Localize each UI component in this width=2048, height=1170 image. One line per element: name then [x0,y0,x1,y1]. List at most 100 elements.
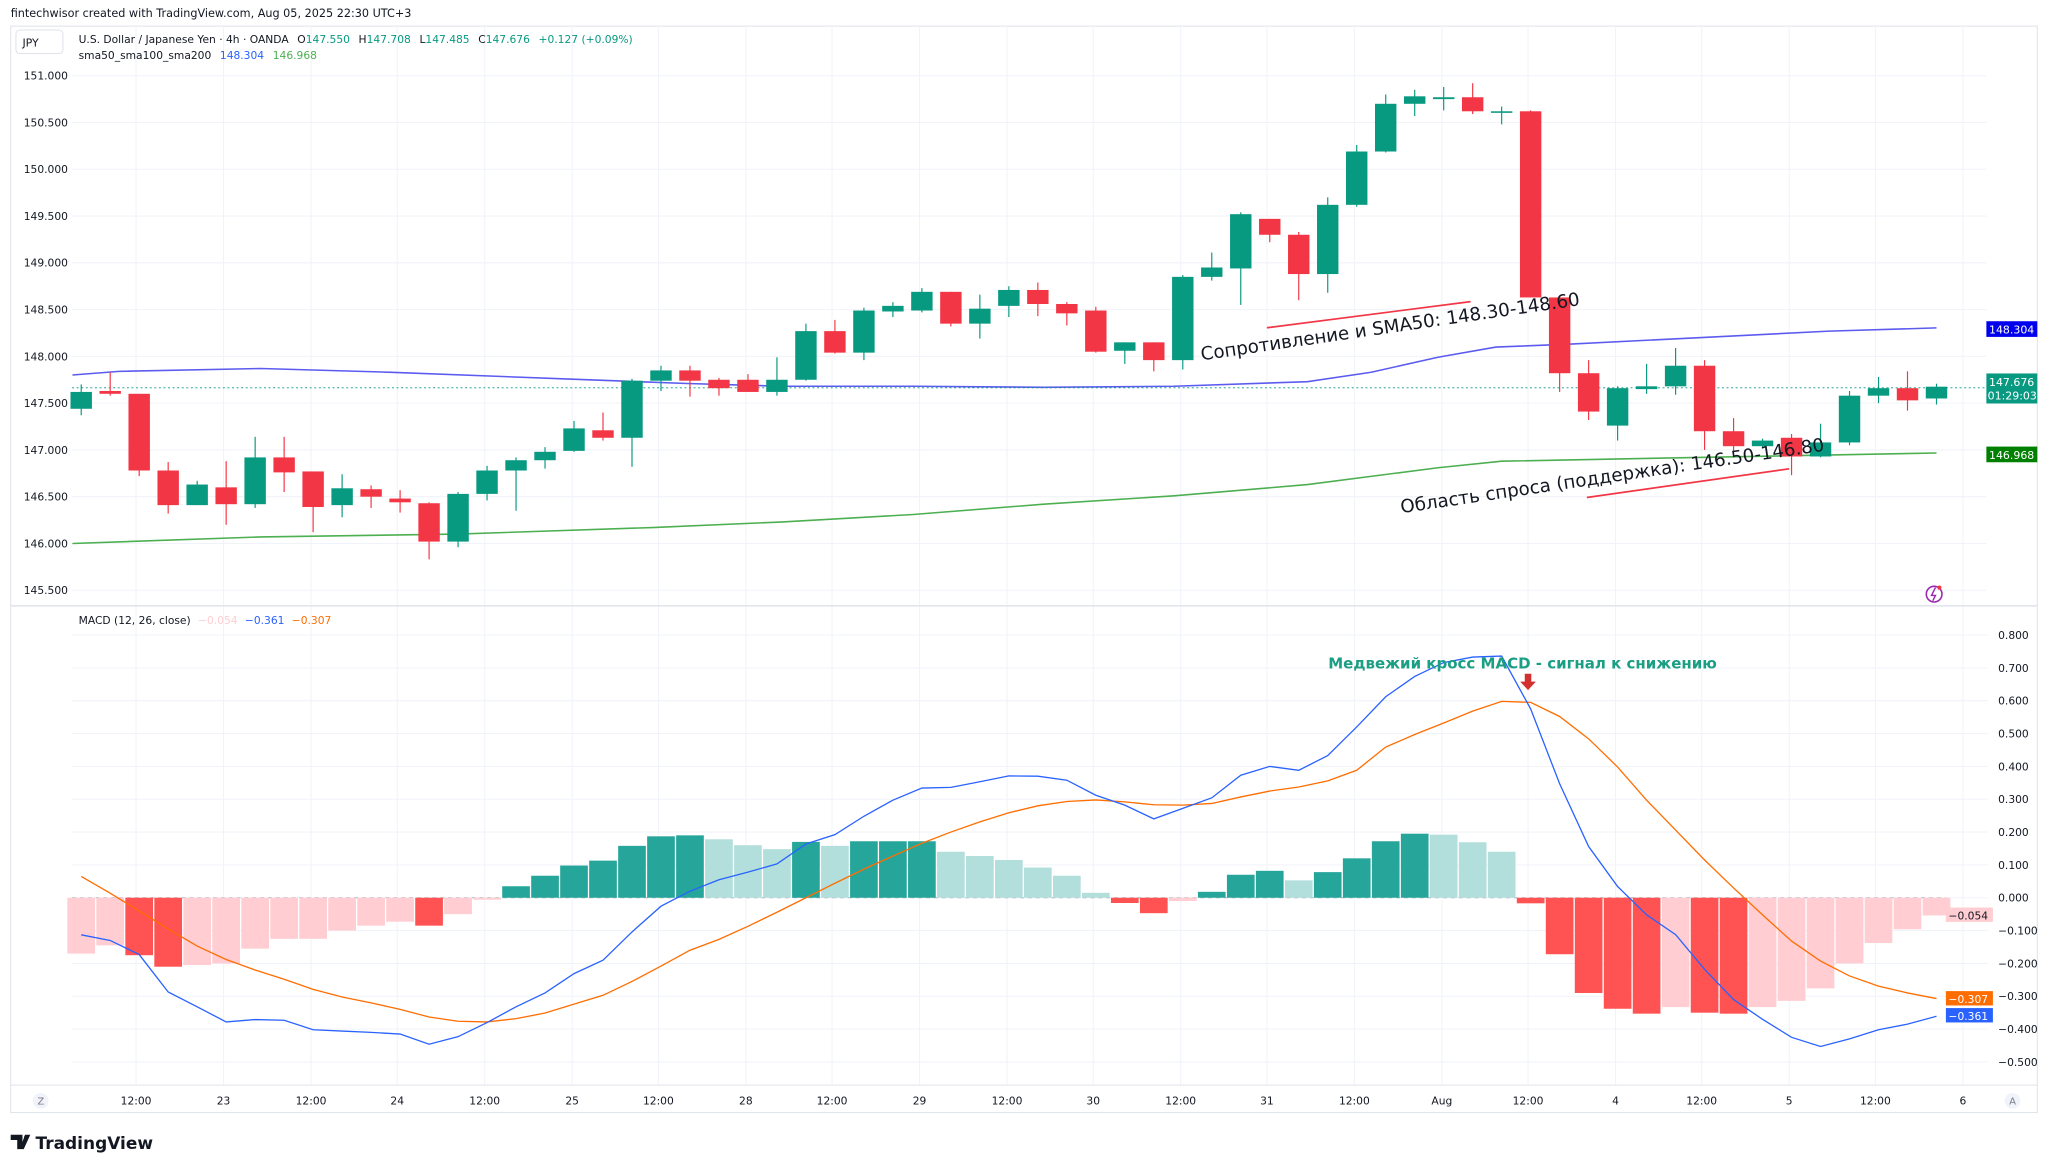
support-line[interactable] [1586,467,1790,499]
macd-axis[interactable]: 0.800 0.700 0.600 0.500 0.400 0.300 0.200 0.100… [1998,629,2038,1069]
histogram-bar [96,897,125,946]
candle-body [1259,218,1281,235]
candle [1317,197,1339,293]
candle [563,420,585,452]
candle [360,485,382,508]
bar-countdown: 01:29:03 [1988,390,2037,403]
histogram-bar [1864,897,1893,944]
candle-body [1664,365,1687,387]
price-tick-label: 146.500 [24,491,68,504]
candle [1172,274,1194,370]
candle-body [1809,442,1832,457]
candle-body [766,379,788,392]
candle-body [1693,365,1716,432]
candle-body [1577,373,1600,412]
histogram-bar [1197,891,1226,898]
legend-low: 147.485 [425,33,469,46]
macd-legend-macd: −0.361 [245,614,285,627]
macd-lines [80,655,1937,1048]
candle-body [1838,395,1861,443]
auto-scale-right-button[interactable]: A [2004,1092,2021,1109]
histogram-bar [1835,897,1864,964]
price-axis[interactable]: 151.000 150.500 150.000 149.500 149.000 148.5… [24,70,68,598]
candle-body [563,428,585,451]
histogram-bar [212,897,240,964]
candle [795,323,817,381]
candle [302,471,324,533]
attribution-text: fintechwisor created with TradingView.co… [11,7,412,20]
time-tick-label: 30 [1086,1095,1100,1108]
macd-hist-badge-value: −0.054 [1949,909,1989,922]
candle-body [1925,386,1948,399]
histogram-bar [1284,880,1313,898]
time-tick-label: 28 [739,1095,753,1108]
candle-body [1114,342,1136,351]
macd-tick-label: −0.400 [1998,1023,2038,1036]
macd-cross-annotation[interactable]: Медвежий кросс MACD - сигнал к снижению [1328,655,1717,673]
arrow-down-icon[interactable] [1520,673,1536,691]
macd-tick-label: 0.600 [1998,695,2029,708]
candle-body [911,291,933,311]
lightning-icon[interactable] [1925,585,1943,603]
histogram-bar [879,841,907,898]
histogram-bar [1922,897,1951,916]
time-tick-label: 24 [390,1095,404,1108]
candle-body [99,390,121,394]
histogram-bar [676,835,704,898]
time-axis[interactable]: 12:00 23 12:00 24 12:00 25 12:00 28 12:00 29 12:00… [121,1095,1967,1108]
candle [853,307,875,361]
tradingview-logo[interactable]: TradingView [10,1134,154,1154]
candle [1403,89,1426,116]
symbol-button[interactable]: JPY [15,29,64,55]
candle-body [128,393,150,471]
candle-body [1548,297,1571,374]
candle [1085,306,1107,353]
histogram-bar [502,886,530,898]
histogram-bar [763,849,791,898]
tradingview-logo-text: TradingView [36,1134,154,1154]
macd-tick-label: 0.500 [1998,727,2029,740]
histogram-bar [125,897,154,956]
time-tick-label: 31 [1260,1095,1274,1108]
sma50-legend-value: 148.304 [220,49,264,62]
macd-signal-badge-value: −0.307 [1949,993,1989,1006]
histogram-bar [1226,874,1255,898]
time-tick-label: 12:00 [1860,1095,1891,1108]
candle-body [1490,111,1513,113]
candle [1230,212,1252,305]
candle-body [447,493,469,542]
time-tick-label: 12:00 [1513,1095,1544,1108]
resistance-line[interactable] [1266,300,1471,329]
candle-body [186,484,208,506]
histogram-bar [908,841,936,898]
macd-legend-signal: −0.307 [292,614,332,627]
legend-open-label: O [297,33,305,46]
auto-scale-left-button[interactable]: Z [32,1092,49,1109]
time-tick-label: 12:00 [992,1095,1023,1108]
candle-body [1780,437,1803,457]
legend-title: U.S. Dollar / Japanese Yen · 4h · OANDA [79,33,290,46]
candle [1461,83,1484,115]
candle [273,436,295,493]
candle [1896,371,1919,411]
candle [331,474,353,518]
symbol-button-label: JPY [21,36,39,49]
price-tick-label: 150.000 [24,163,68,176]
series-legend[interactable]: U.S. Dollar / Japanese Yen · 4h · OANDA … [79,33,633,46]
price-tick-label: 148.500 [24,304,68,317]
candle [1490,106,1513,125]
histogram-bar [1603,897,1632,1009]
time-tick-label: 23 [217,1095,231,1108]
histogram-bar [1748,897,1777,1008]
time-tick-label: 12:00 [121,1095,152,1108]
left-button-label: Z [37,1097,44,1108]
macd-tick-label: 0.800 [1998,629,2029,642]
candle [389,490,411,513]
macd-tick-label: 0.700 [1998,662,2029,675]
sma-legend[interactable]: sma50_sma100_sma200 148.304 146.968 [79,49,318,62]
candle-body [853,310,875,353]
macd-legend[interactable]: MACD (12, 26, close) −0.054 −0.361 −0.30… [79,614,332,627]
histogram-bar [1110,897,1139,903]
candle [70,384,92,416]
right-button-label: A [2009,1097,2016,1108]
